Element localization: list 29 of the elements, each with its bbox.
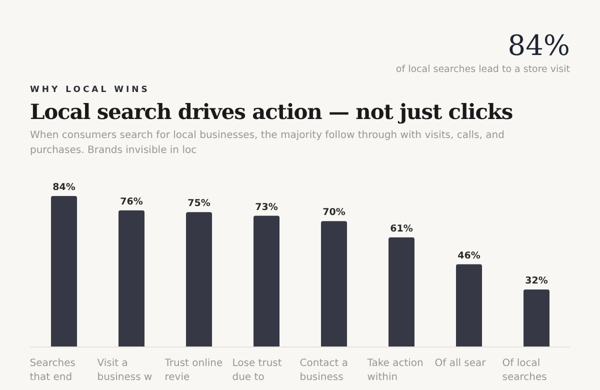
x-tick-label: Of all sear xyxy=(434,357,487,371)
x-tick-label: Take action within xyxy=(367,357,424,385)
x-tick-label: Lose trust due to xyxy=(232,357,283,385)
data-label: 32% xyxy=(525,275,548,286)
text: WHY LOCAL WINS xyxy=(30,85,150,95)
text: of local searches lead to a store visit xyxy=(396,64,570,75)
bar xyxy=(118,210,144,347)
data-label: 75% xyxy=(188,198,211,210)
chart-subtitle: When consumers search for local businesses, the majority follow through with visits, calls, and purchases. Brands invisible in loc xyxy=(30,129,506,158)
data-label: 70% xyxy=(322,207,346,218)
x-tick-label: Trust online revie xyxy=(164,357,224,385)
text: 84% xyxy=(506,29,570,62)
bar xyxy=(51,196,77,347)
bar xyxy=(456,264,482,347)
x-tick-label: Contact a business xyxy=(300,357,349,385)
data-label: 46% xyxy=(458,250,481,262)
x-tick-label: Visit a business w xyxy=(97,357,154,385)
data-label: 76% xyxy=(120,196,144,208)
data-label: 61% xyxy=(390,223,414,234)
data-label: 84% xyxy=(52,182,76,193)
bar xyxy=(524,289,550,347)
chart-title: Local search drives action — not just clicks xyxy=(30,99,513,124)
bar xyxy=(388,237,414,347)
x-tick-label: Searches that end xyxy=(30,357,76,385)
data-label: 73% xyxy=(255,202,278,213)
x-tick-label: Of local searches xyxy=(502,357,548,385)
bar xyxy=(254,216,280,347)
bar xyxy=(321,221,347,347)
bar xyxy=(186,212,212,347)
